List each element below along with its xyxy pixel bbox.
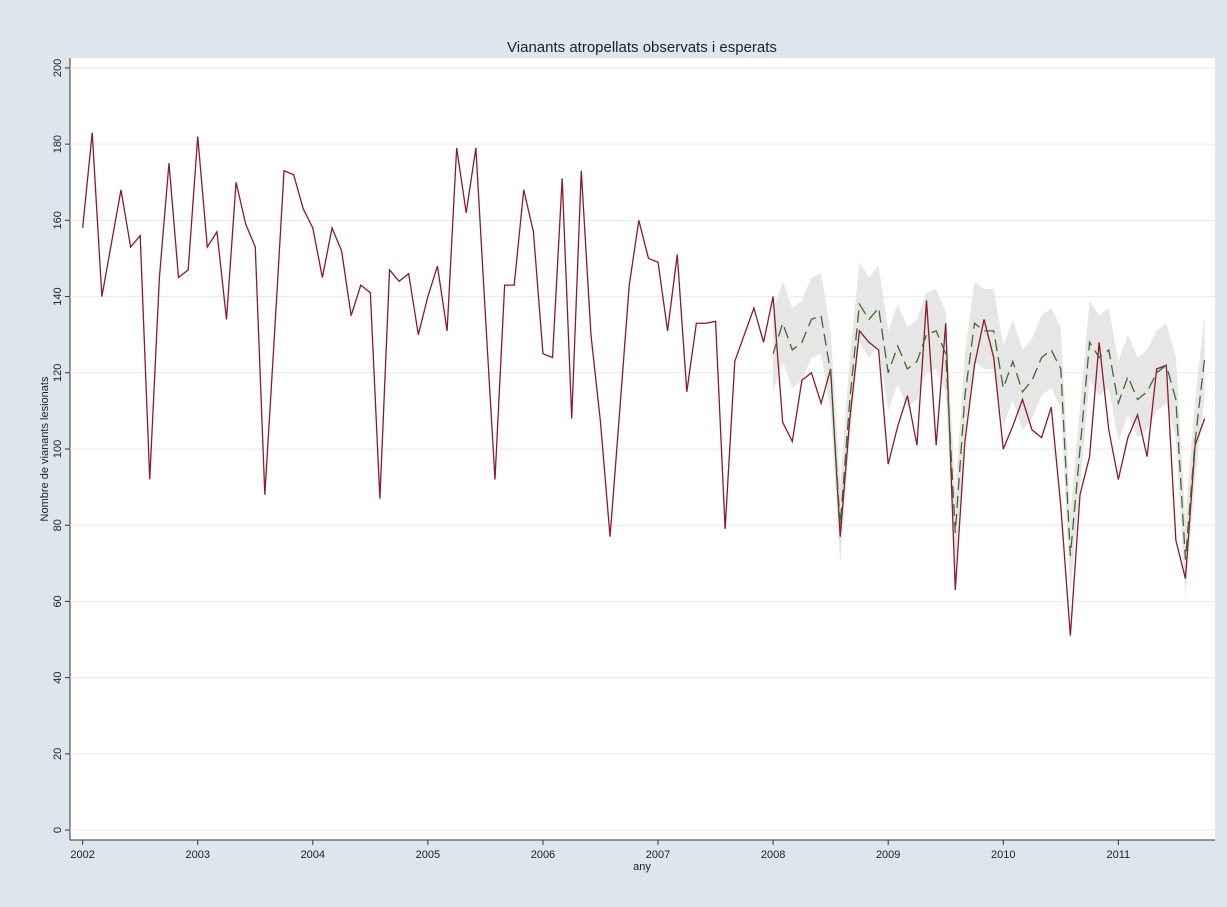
x-tick-label: 2002 (70, 849, 94, 861)
y-tick-label: 60 (52, 595, 64, 607)
x-tick-label: 2005 (416, 849, 440, 861)
confidence-band (773, 262, 1205, 598)
y-tick-label: 140 (52, 287, 64, 305)
y-tick-label: 20 (52, 748, 64, 760)
series-line (772, 302, 1206, 560)
x-tick-label: 2004 (301, 849, 325, 861)
x-axis-label: any (633, 861, 651, 873)
series-line (82, 132, 1206, 636)
y-tick-label: 180 (52, 135, 64, 153)
y-tick-label: 0 (52, 827, 64, 833)
x-tick-label: 2003 (185, 849, 209, 861)
y-tick-label: 100 (52, 440, 64, 458)
x-tick-label: 2008 (761, 849, 785, 861)
x-tick-label: 2011 (1107, 849, 1131, 861)
x-tick-label: 2009 (876, 849, 900, 861)
x-tick-label: 2007 (646, 849, 670, 861)
chart-title: Vianants atropellats observats i esperat… (507, 39, 777, 56)
y-tick-label: 200 (52, 59, 64, 77)
y-tick-label: 160 (52, 211, 64, 229)
y-tick-label: 120 (52, 364, 64, 382)
y-tick-label: 40 (52, 672, 64, 684)
x-tick-label: 2010 (991, 849, 1015, 861)
y-axis-label: Nombre de vianants lesionats (39, 376, 51, 521)
y-tick-label: 80 (52, 519, 64, 531)
x-tick-label: 2006 (531, 849, 555, 861)
